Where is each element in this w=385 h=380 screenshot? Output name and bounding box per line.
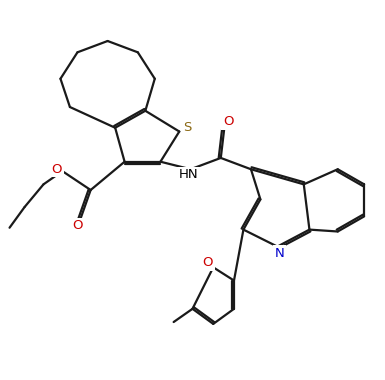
Text: HN: HN: [179, 168, 199, 181]
Text: O: O: [223, 115, 234, 128]
Text: O: O: [52, 163, 62, 176]
Text: N: N: [275, 247, 284, 260]
Text: S: S: [183, 120, 192, 133]
Text: O: O: [72, 219, 83, 232]
Text: O: O: [203, 256, 213, 269]
